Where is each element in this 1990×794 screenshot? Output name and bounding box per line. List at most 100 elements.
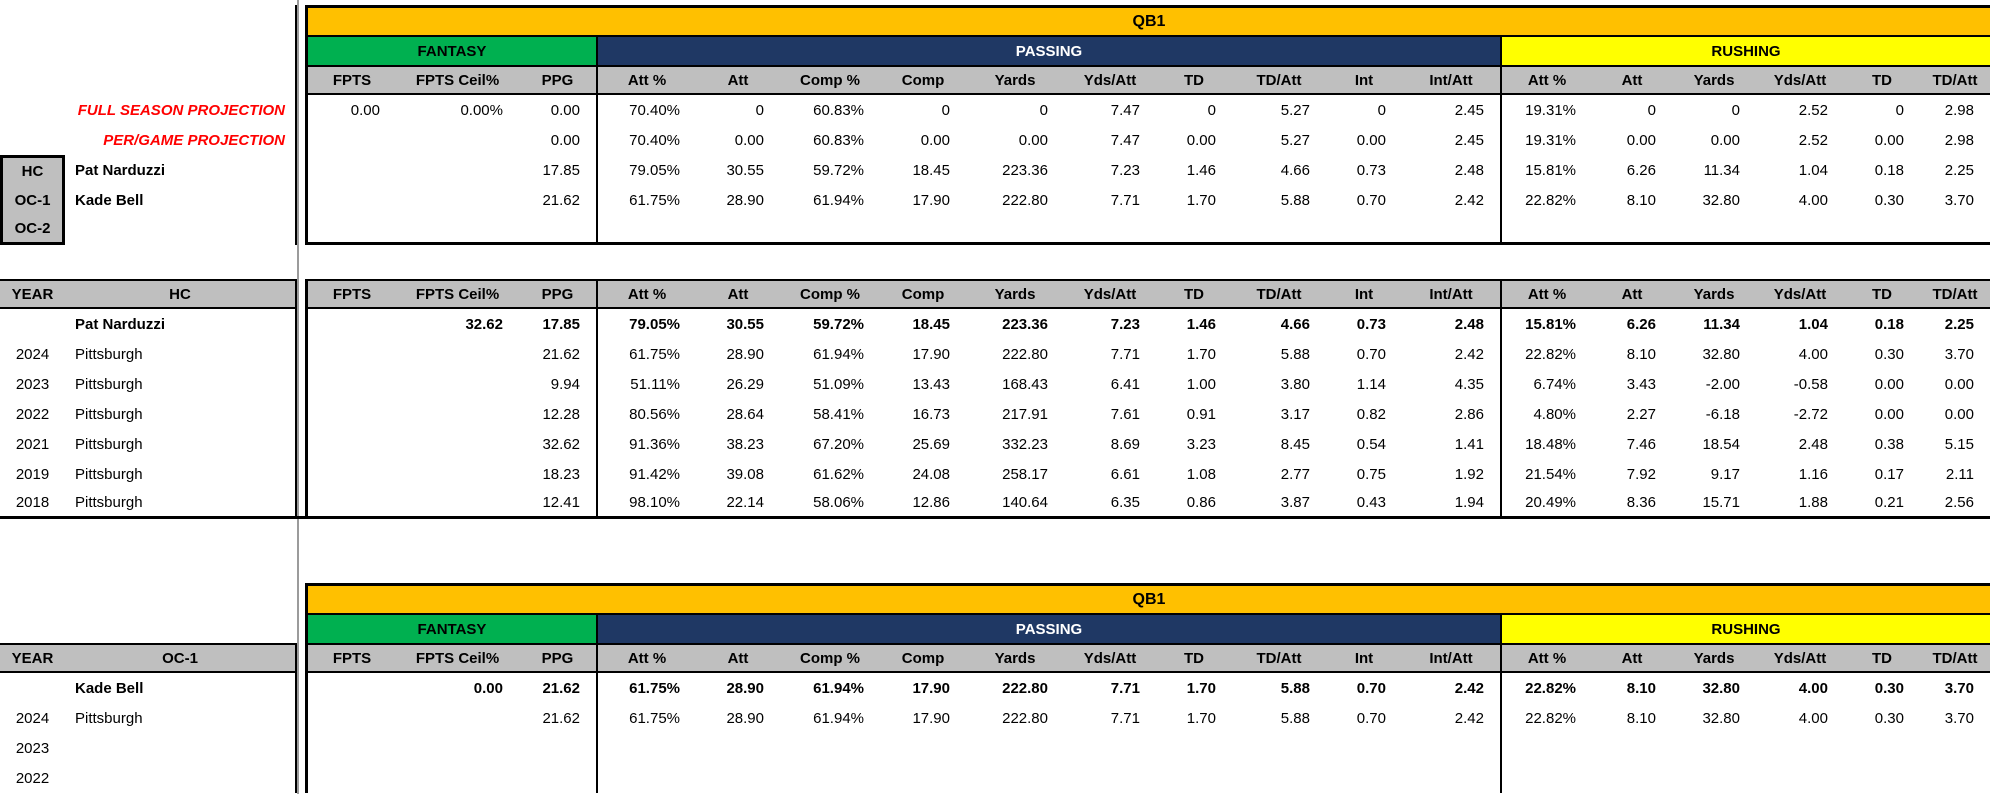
year-cell[interactable]: 2023 [0, 369, 65, 399]
column-header[interactable]: TD/Att [1920, 279, 1990, 309]
stat-cell[interactable] [1500, 215, 1592, 245]
stat-cell[interactable]: 60.83% [780, 95, 880, 125]
stat-cell[interactable]: 8.36 [1592, 489, 1672, 519]
coach-role-cell[interactable]: OC-1 [0, 185, 65, 215]
team-cell[interactable]: Pittsburgh [65, 703, 297, 733]
team-cell[interactable]: Pittsburgh [65, 339, 297, 369]
team-cell[interactable]: Pittsburgh [65, 489, 297, 519]
stat-cell[interactable]: 2.42 [1402, 339, 1500, 369]
stat-cell[interactable]: 222.80 [966, 185, 1064, 215]
stat-cell[interactable]: 0.00% [396, 95, 519, 125]
stat-cell[interactable]: 2.27 [1592, 399, 1672, 429]
stat-cell[interactable]: -2.72 [1756, 399, 1844, 429]
stat-cell[interactable]: 6.26 [1592, 155, 1672, 185]
stat-cell[interactable]: 0.38 [1844, 429, 1920, 459]
coach-name-cell[interactable] [65, 215, 297, 245]
stat-cell[interactable]: 58.06% [780, 489, 880, 519]
stat-cell[interactable]: 67.20% [780, 429, 880, 459]
stat-cell[interactable] [305, 399, 396, 429]
column-header[interactable]: TD/Att [1920, 65, 1990, 95]
stat-cell[interactable]: 2.48 [1756, 429, 1844, 459]
stat-cell[interactable]: 61.94% [780, 185, 880, 215]
column-header[interactable]: TD [1156, 643, 1232, 673]
stat-cell[interactable]: 0.00 [1326, 125, 1402, 155]
stat-cell[interactable]: 0.91 [1156, 399, 1232, 429]
stat-cell[interactable] [305, 673, 396, 703]
stat-cell[interactable]: 7.23 [1064, 155, 1156, 185]
stat-cell[interactable]: 0.73 [1326, 309, 1402, 339]
passing-section-header[interactable]: PASSING [596, 613, 1500, 643]
stat-cell[interactable]: 0 [1844, 95, 1920, 125]
stat-cell[interactable]: 30.55 [696, 155, 780, 185]
stat-cell[interactable]: -6.18 [1672, 399, 1756, 429]
stat-cell[interactable]: 7.23 [1064, 309, 1156, 339]
stat-cell[interactable] [780, 733, 880, 763]
stat-cell[interactable]: 222.80 [966, 339, 1064, 369]
year-cell[interactable] [0, 673, 65, 703]
stat-cell[interactable]: 168.43 [966, 369, 1064, 399]
stat-cell[interactable]: -0.58 [1756, 369, 1844, 399]
stat-cell[interactable]: 24.08 [880, 459, 966, 489]
year-cell[interactable] [0, 309, 65, 339]
stat-cell[interactable]: 0.82 [1326, 399, 1402, 429]
column-header[interactable]: Att % [1500, 65, 1592, 95]
stat-cell[interactable]: 1.16 [1756, 459, 1844, 489]
stat-cell[interactable]: 5.15 [1920, 429, 1990, 459]
stat-cell[interactable] [1844, 733, 1920, 763]
stat-cell[interactable]: 3.87 [1232, 489, 1326, 519]
year-cell[interactable]: 2022 [0, 399, 65, 429]
stat-cell[interactable] [396, 155, 519, 185]
stat-cell[interactable] [1402, 733, 1500, 763]
stat-cell[interactable]: 1.00 [1156, 369, 1232, 399]
column-header[interactable]: PPG [519, 643, 596, 673]
stat-cell[interactable]: 1.41 [1402, 429, 1500, 459]
stat-cell[interactable]: 7.46 [1592, 429, 1672, 459]
stat-cell[interactable] [696, 215, 780, 245]
stat-cell[interactable] [1156, 733, 1232, 763]
stat-cell[interactable]: 2.42 [1402, 185, 1500, 215]
team-cell[interactable]: Kade Bell [65, 673, 297, 703]
stat-cell[interactable]: 79.05% [596, 155, 696, 185]
fantasy-section-header[interactable]: FANTASY [305, 35, 596, 65]
stat-cell[interactable]: 7.47 [1064, 95, 1156, 125]
team-cell[interactable]: Pat Narduzzi [65, 309, 297, 339]
column-header[interactable]: FPTS [305, 279, 396, 309]
stat-cell[interactable] [396, 733, 519, 763]
stat-cell[interactable]: 2.98 [1920, 125, 1990, 155]
year-cell[interactable]: 2023 [0, 733, 65, 763]
stat-cell[interactable]: 39.08 [696, 459, 780, 489]
stat-cell[interactable]: 28.90 [696, 703, 780, 733]
column-header[interactable]: TD/Att [1232, 279, 1326, 309]
stat-cell[interactable]: 1.92 [1402, 459, 1500, 489]
stat-cell[interactable]: 5.88 [1232, 703, 1326, 733]
stat-cell[interactable] [396, 215, 519, 245]
year-cell[interactable]: 2021 [0, 429, 65, 459]
stat-cell[interactable] [1592, 215, 1672, 245]
stat-cell[interactable]: 32.80 [1672, 703, 1756, 733]
team-cell[interactable]: Pittsburgh [65, 429, 297, 459]
column-header[interactable]: Int/Att [1402, 279, 1500, 309]
stat-cell[interactable] [305, 429, 396, 459]
column-header[interactable]: TD/Att [1232, 65, 1326, 95]
stat-cell[interactable] [1844, 215, 1920, 245]
stat-cell[interactable] [1064, 733, 1156, 763]
stat-cell[interactable]: 19.31% [1500, 95, 1592, 125]
stat-cell[interactable]: 258.17 [966, 459, 1064, 489]
stat-cell[interactable] [1672, 733, 1756, 763]
stat-cell[interactable]: 7.92 [1592, 459, 1672, 489]
stat-cell[interactable]: 15.81% [1500, 309, 1592, 339]
stat-cell[interactable] [305, 733, 396, 763]
stat-cell[interactable]: 20.49% [1500, 489, 1592, 519]
stat-cell[interactable]: 7.71 [1064, 185, 1156, 215]
stat-cell[interactable] [1756, 763, 1844, 793]
stat-cell[interactable] [780, 763, 880, 793]
stat-cell[interactable]: 7.47 [1064, 125, 1156, 155]
stat-cell[interactable]: 0.18 [1844, 155, 1920, 185]
rushing-section-header[interactable]: RUSHING [1500, 35, 1990, 65]
stat-cell[interactable]: 0.43 [1326, 489, 1402, 519]
stat-cell[interactable]: 0.00 [519, 95, 596, 125]
stat-cell[interactable] [1920, 763, 1990, 793]
column-header[interactable]: Comp [880, 643, 966, 673]
stat-cell[interactable]: -2.00 [1672, 369, 1756, 399]
stat-cell[interactable] [1672, 215, 1756, 245]
